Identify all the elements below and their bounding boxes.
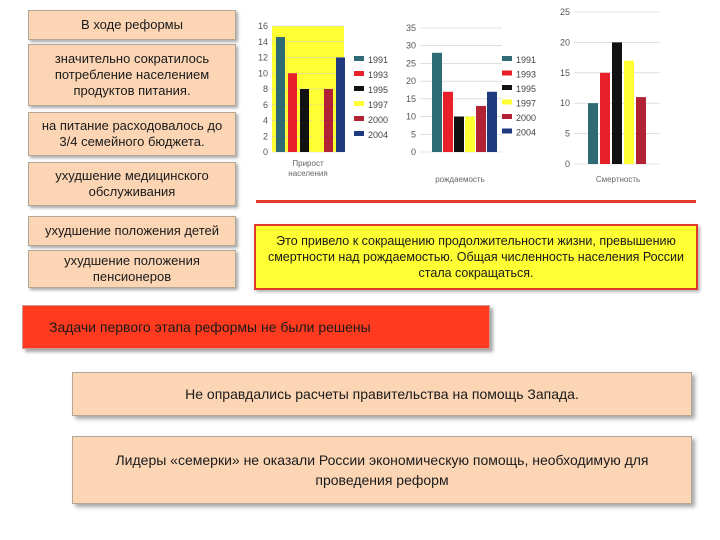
y-tick-label: 8	[263, 84, 268, 94]
tasks-banner: Задачи первого этапа реформы не были реш…	[22, 305, 490, 349]
chart-mortality: 0 5 10 15 20 25 Смертность	[560, 7, 660, 184]
box-food-consumption-text: значительно сократилось потребление насе…	[54, 51, 210, 98]
y-tick-label: 10	[258, 68, 268, 78]
charts-underline	[256, 200, 696, 203]
y-tick-label: 20	[560, 37, 570, 47]
bar-2004	[336, 57, 345, 152]
box-reform-title: В ходе реформы	[28, 10, 236, 40]
box-medical: ухудшение медицинского обслуживания	[28, 162, 236, 206]
box-family-budget: на питание расходовалось до 3/4 семейног…	[28, 112, 236, 156]
legend-swatch-1995	[354, 86, 364, 91]
bar-1995	[300, 89, 309, 152]
bar-1991	[276, 37, 285, 152]
y-tick-label: 0	[565, 159, 570, 169]
legend-label-2000: 2000	[368, 115, 388, 125]
y-tick-label: 5	[411, 129, 416, 139]
bar-1993	[600, 72, 610, 164]
legend-label-1997: 1997	[516, 99, 536, 109]
y-tick-label: 25	[560, 7, 570, 17]
box-reform-title-text: В ходе реформы	[81, 17, 183, 32]
legend-label-1997: 1997	[368, 100, 388, 110]
x-axis-label-word: Прирост	[292, 159, 324, 168]
bar-1997	[312, 104, 321, 152]
y-tick-label: 0	[411, 147, 416, 157]
box-children-text: ухудшение положения детей	[44, 223, 220, 238]
bar-1995	[612, 42, 622, 164]
y-tick-label: 2	[263, 131, 268, 141]
y-tick-label: 16	[258, 21, 268, 31]
box-pensioners: ухудшение положения пенсионеров	[28, 250, 236, 288]
x-axis-label-word: Смертность	[596, 175, 640, 184]
y-tick-label: 20	[406, 76, 416, 86]
y-tick-label: 14	[258, 37, 268, 47]
tasks-banner-text: Задачи первого этапа реформы не были реш…	[49, 319, 371, 335]
y-tick-label: 6	[263, 100, 268, 110]
bar-1995	[454, 116, 464, 152]
y-tick-label: 5	[565, 129, 570, 139]
legend-swatch-2000	[354, 116, 364, 121]
x-axis-label: рождаемость	[435, 175, 485, 184]
y-tick-label: 10	[560, 98, 570, 108]
fact-g7-text: Лидеры «семерки» не оказали России эконо…	[115, 452, 649, 488]
y-tick-label: 4	[263, 116, 268, 126]
y-tick-label: 12	[258, 53, 268, 63]
y-tick-label: 35	[406, 23, 416, 33]
bar-1993	[443, 91, 453, 152]
bar-2000	[636, 97, 646, 164]
y-tick-label: 15	[560, 68, 570, 78]
legend-label-1995: 1995	[368, 85, 388, 95]
box-family-budget-text: на питание расходовалось до 3/4 семейног…	[41, 118, 223, 149]
box-pensioners-text: ухудшение положения пенсионеров	[64, 253, 200, 284]
bar-1993	[288, 73, 297, 152]
legend-swatch-2004	[502, 128, 512, 134]
y-tick-label: 30	[406, 41, 416, 51]
y-tick-label: 25	[406, 58, 416, 68]
bar-1997	[624, 60, 634, 164]
legend-label-2004: 2004	[516, 128, 536, 138]
y-tick-label: 10	[406, 112, 416, 122]
bar-2000	[476, 105, 486, 152]
y-tick-label: 0	[263, 147, 268, 157]
legend-label-1995: 1995	[516, 84, 536, 94]
legend-swatch-1993	[502, 70, 512, 76]
x-axis-label-word: рождаемость	[435, 175, 485, 184]
bar-2004	[487, 91, 497, 152]
x-axis-label: Смертность	[596, 175, 640, 184]
conclusion-box: Это привело к сокращению продолжительнос…	[254, 224, 698, 290]
x-axis-label: Прирост населения	[288, 159, 327, 178]
legend-swatch-2000	[502, 114, 512, 119]
bar-2000	[324, 89, 333, 152]
legend-swatch-1997	[502, 99, 512, 105]
legend-label-1991: 1991	[368, 55, 388, 65]
x-axis-label-word: населения	[288, 169, 327, 178]
conclusion-text: Это привело к сокращению продолжительнос…	[267, 234, 685, 280]
y-tick-label: 15	[406, 94, 416, 104]
legend-swatch-1995	[502, 85, 512, 90]
legend-label-1993: 1993	[516, 70, 536, 80]
legend-swatch-1997	[354, 101, 364, 106]
fact-west-help-text: Не оправдались расчеты правительства на …	[185, 386, 579, 402]
legend-swatch-1993	[354, 71, 364, 76]
bar-1991	[432, 52, 442, 152]
chart-birthrate: 0 5 10 15 20 25 30 35 1991 1993 1995 1997 2000 2004 ро…	[406, 23, 536, 184]
box-food-consumption: значительно сократилось потребление насе…	[28, 44, 236, 106]
bar-1997	[465, 116, 475, 152]
fact-west-help: Не оправдались расчеты правительства на …	[72, 372, 692, 416]
legend-swatch-1991	[354, 56, 364, 61]
legend-label-1991: 1991	[516, 55, 536, 65]
bar-1991	[588, 103, 598, 164]
legend-label-1993: 1993	[368, 70, 388, 80]
box-children: ухудшение положения детей	[28, 216, 236, 246]
legend-swatch-2004	[354, 131, 364, 136]
legend-swatch-1991	[502, 56, 512, 61]
legend-label-2004: 2004	[368, 130, 388, 140]
fact-g7: Лидеры «семерки» не оказали России эконо…	[72, 436, 692, 504]
box-medical-text: ухудшение медицинского обслуживания	[55, 168, 209, 199]
legend-label-2000: 2000	[516, 113, 536, 123]
chart-growth: 0 2 4 6 8 10 12 14 16 1991 1993 1995 1997 2000 2004 При…	[258, 21, 388, 178]
